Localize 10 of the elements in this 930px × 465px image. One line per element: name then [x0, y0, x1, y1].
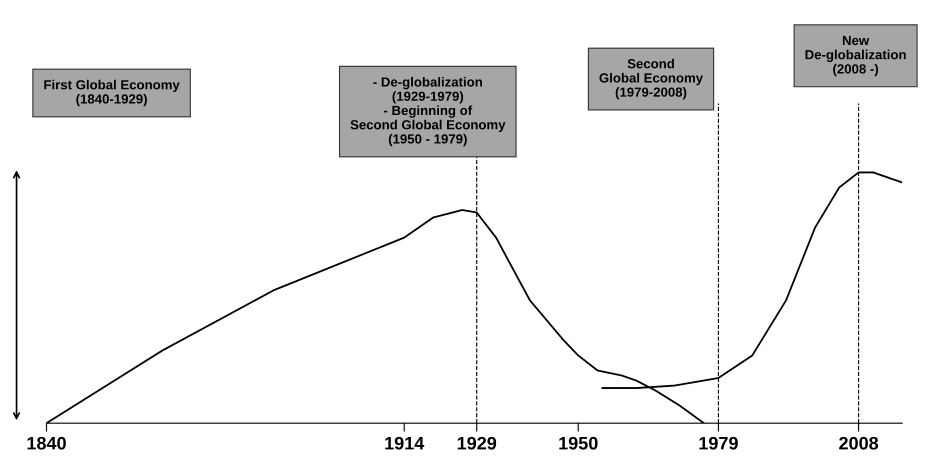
- x-tick-label: 1950: [559, 436, 598, 450]
- text: First Global Economy (1840-1929): [44, 80, 180, 106]
- x-tick-label: 1979: [699, 436, 738, 450]
- text: - De-globalization (1929-1979) - Beginning of Second Global Economy (1950 - 1979): [350, 76, 506, 146]
- x-tick-label: 1840: [28, 436, 66, 450]
- x-tick-label: 1929: [458, 436, 496, 450]
- x-tick-label: 1914: [385, 436, 424, 450]
- x-tick-label: 2008: [839, 436, 878, 450]
- text: New De-globalization (2008 -): [806, 36, 906, 76]
- text: Second Global Economy (1979-2008): [599, 58, 703, 100]
